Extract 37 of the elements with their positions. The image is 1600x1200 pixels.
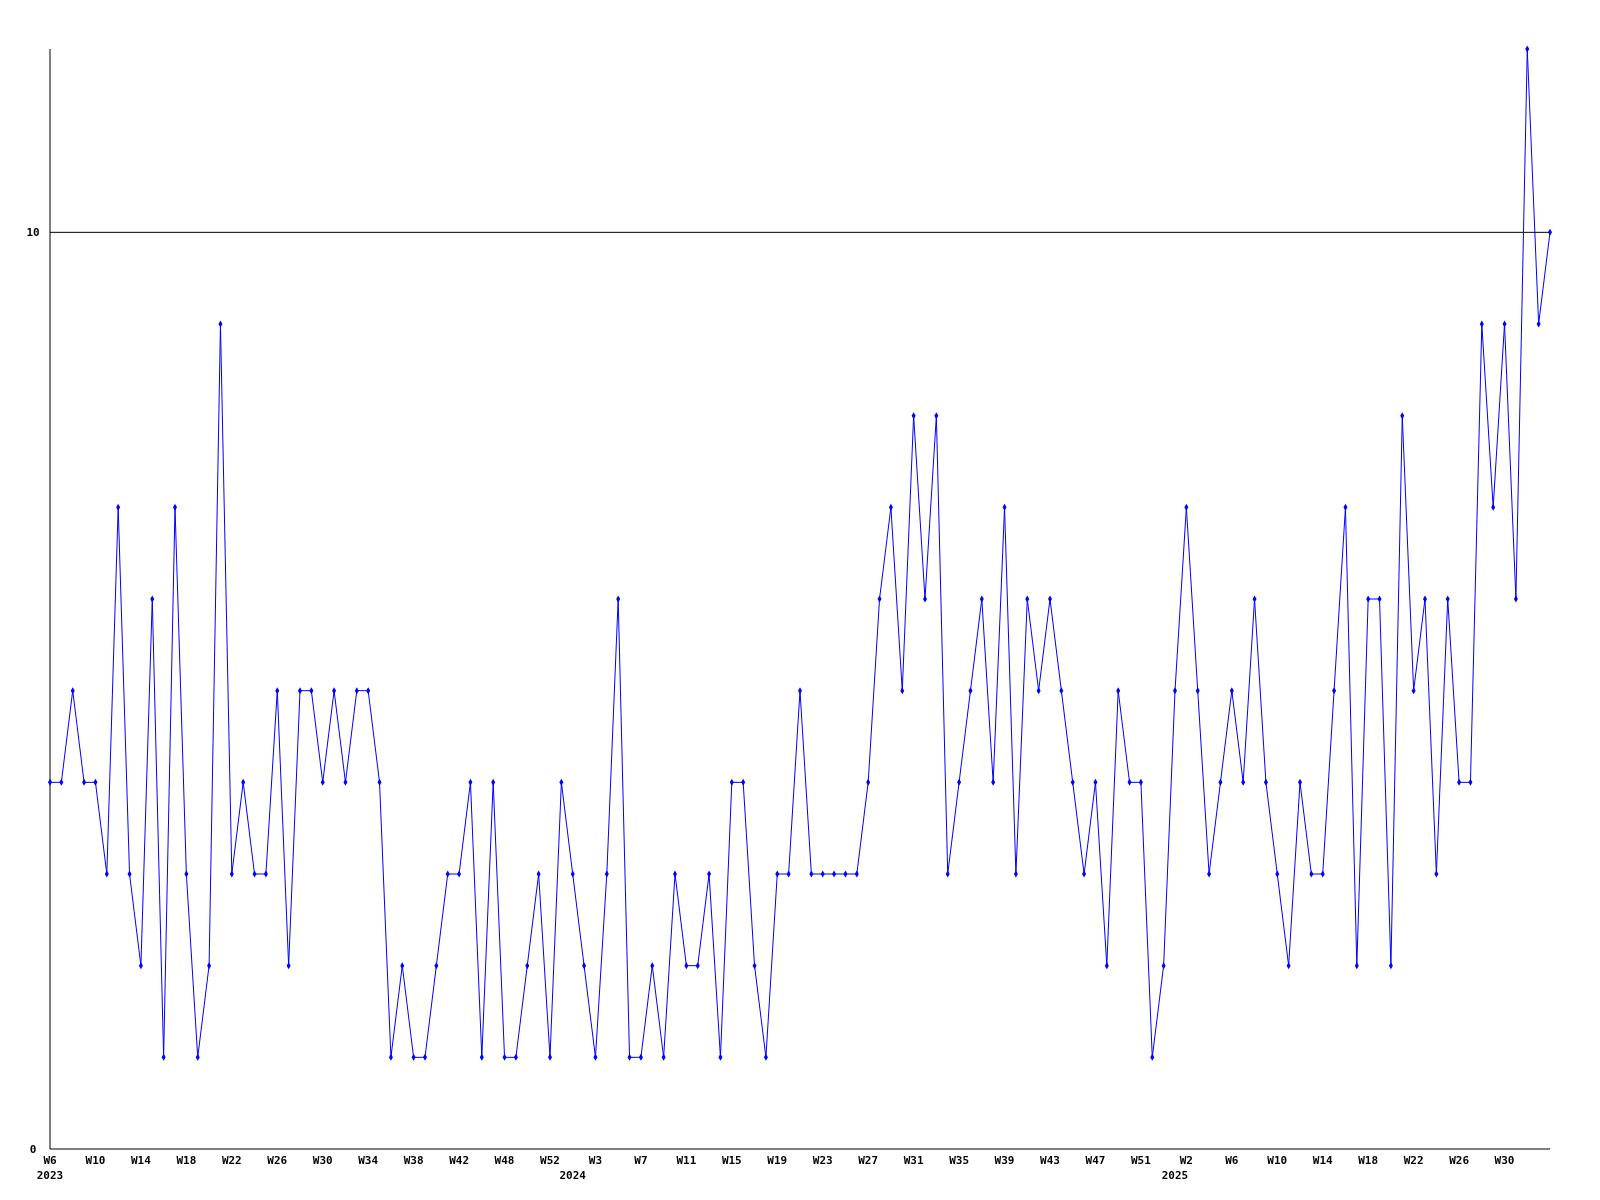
x-tick-label: W14 [130,1154,152,1167]
x-tick-label: 2024 [559,1169,587,1182]
x-tick-label: W2 [1179,1154,1193,1167]
x-tick-label: W6 [1225,1154,1239,1167]
x-tick-label: W15 [721,1154,742,1167]
x-tick-label: W18 [176,1154,197,1167]
x-tick-label: W30 [1494,1154,1515,1167]
x-tick-label: W22 [1403,1154,1424,1167]
x-tick-label: W14 [1312,1154,1334,1167]
x-tick-label: W35 [949,1154,970,1167]
x-tick-label: W34 [358,1154,379,1167]
x-tick-label: W48 [494,1154,515,1167]
x-tick-label: W19 [767,1154,788,1167]
x-tick-label: W11 [676,1154,697,1167]
x-tick-label: W51 [1130,1154,1152,1167]
x-tick-label: W38 [403,1154,424,1167]
x-tick-label: 2025 [1161,1169,1189,1182]
x-tick-label: W39 [994,1154,1015,1167]
x-tick-label: W18 [1358,1154,1379,1167]
x-tick-label: W10 [85,1154,106,1167]
x-tick-label: W3 [588,1154,603,1167]
x-tick-label: W30 [312,1154,333,1167]
x-tick-label: W31 [903,1154,924,1167]
y-tick-label: 0 [29,1143,37,1156]
x-tick-label: W10 [1267,1154,1288,1167]
x-tick-label: W22 [221,1154,242,1167]
x-tick-label: W26 [1449,1154,1470,1167]
x-tick-label: W26 [267,1154,288,1167]
x-tick-label: W7 [634,1154,648,1167]
x-tick-label: W6 2023 [36,1154,64,1182]
x-tick-label: W47 [1085,1154,1106,1167]
x-tick-label: W23 [812,1154,833,1167]
x-tick-label: W42 [449,1154,470,1167]
y-tick-label: 10 [26,226,40,240]
x-tick-label: W43 [1040,1154,1060,1167]
x-tick-label: W52 [540,1154,560,1167]
x-tick-label: W27 [858,1154,879,1167]
